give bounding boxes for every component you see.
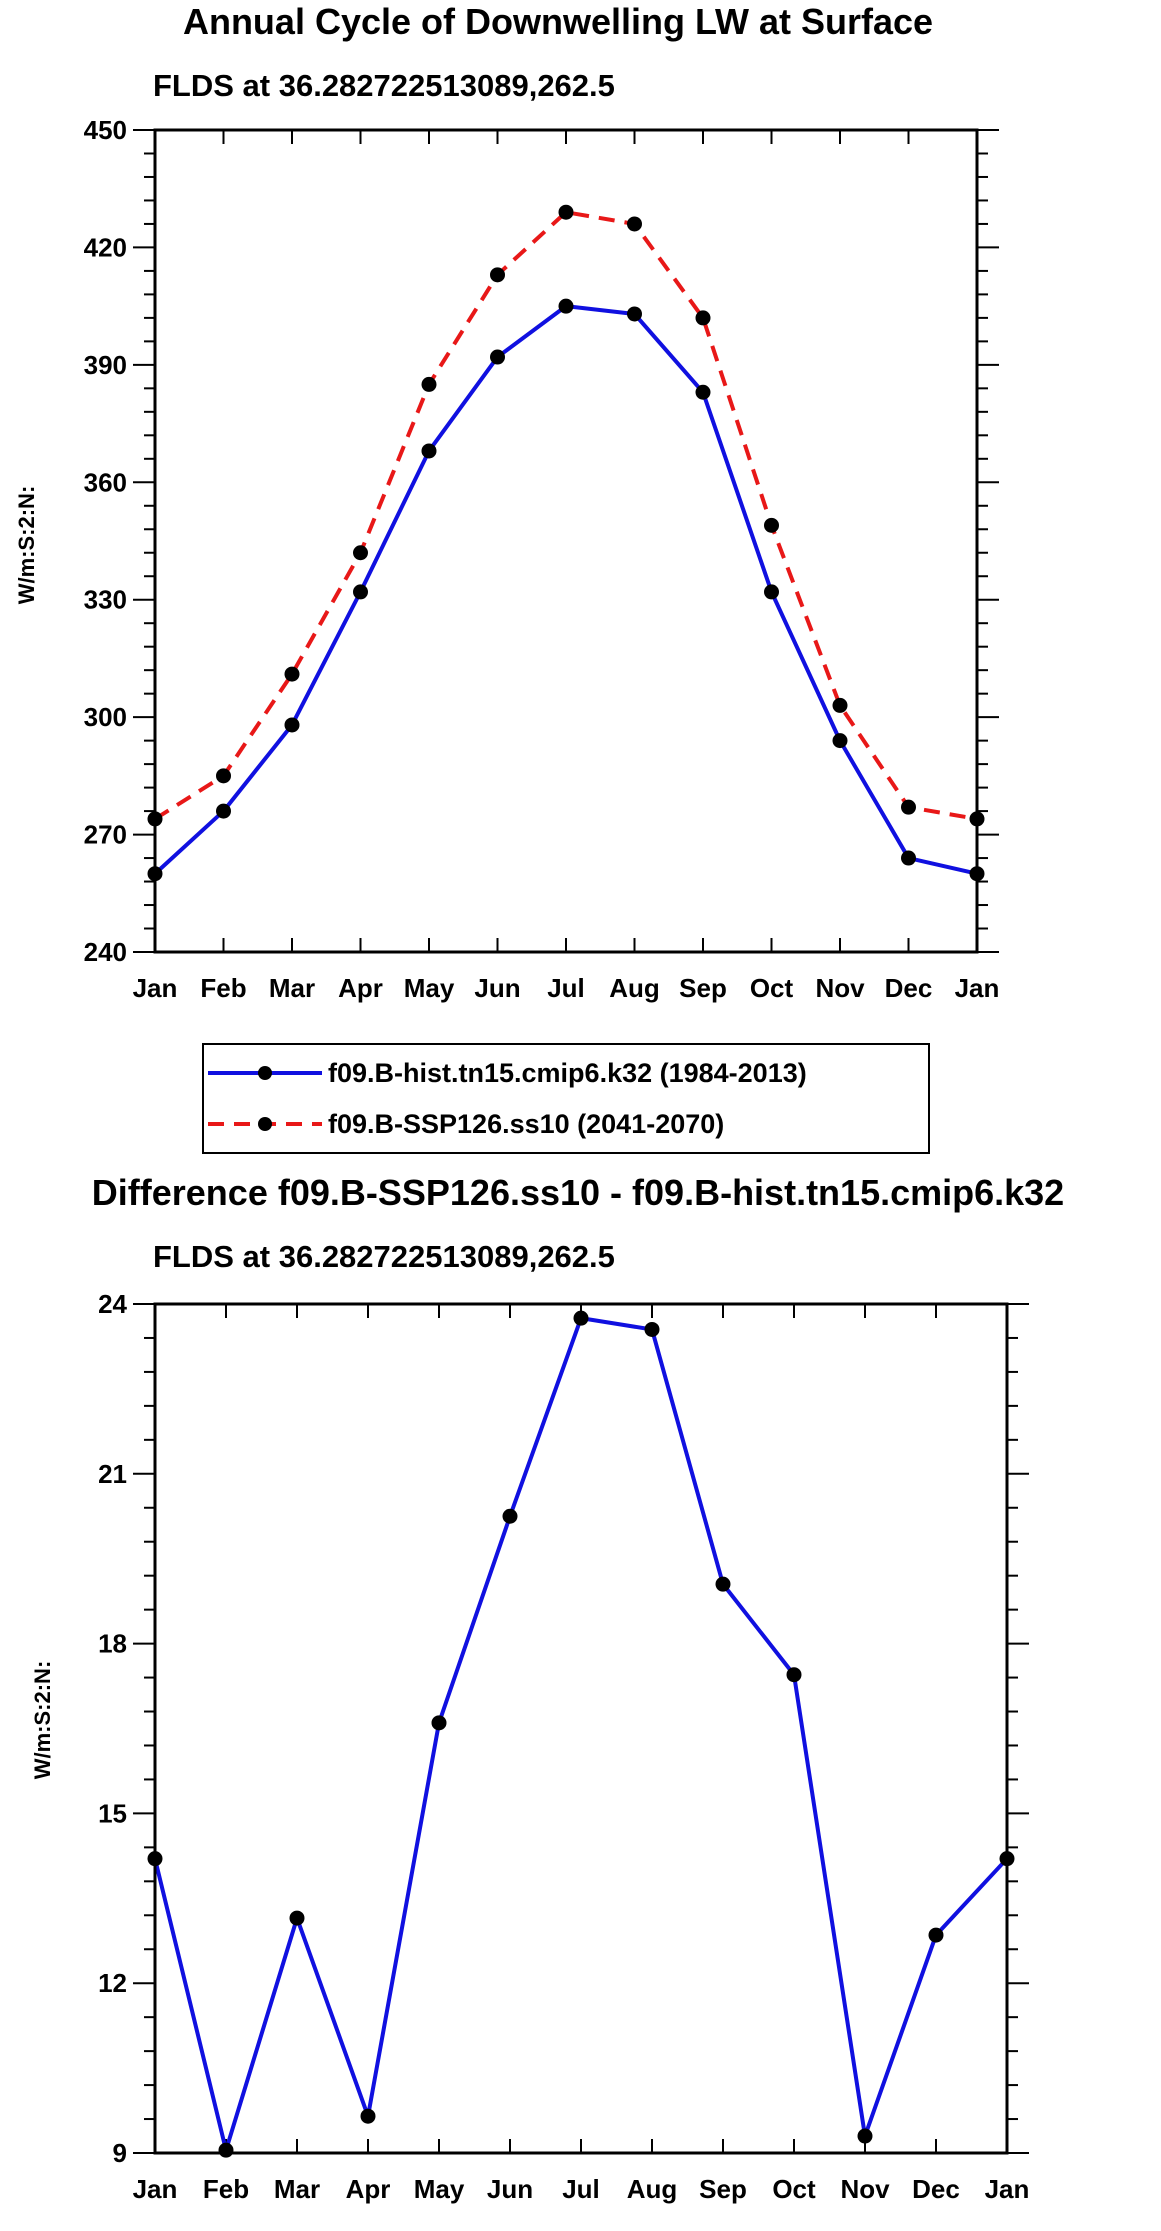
data-point-0-10 [832, 733, 848, 749]
x-tick-label: Sep [699, 2174, 747, 2204]
x-tick-label: Jun [474, 973, 520, 1003]
data-point-0-7 [627, 306, 642, 322]
y-tick-label: 15 [98, 1798, 127, 1828]
y-tick-label: 360 [84, 467, 127, 497]
chart-2-series [147, 1310, 1015, 2158]
chart-1-title: Annual Cycle of Downwelling LW at Surfac… [183, 1, 933, 42]
y-tick-label: 9 [113, 2138, 127, 2168]
legend-label-ssp: f09.B-SSP126.ss10 (2041-2070) [328, 1109, 724, 1139]
x-tick-label: Apr [338, 973, 383, 1003]
data-point-1-2 [284, 666, 300, 682]
data-point-1-7 [627, 216, 642, 232]
data-point-0-10 [857, 2128, 873, 2144]
x-tick-label: Jul [562, 2174, 600, 2204]
data-point-1-3 [353, 545, 368, 561]
series-line-0 [153, 304, 978, 876]
chart-1-subtitle: FLDS at 36.282722513089,262.5 [153, 68, 615, 103]
chart-1-ylabel: W/m:S:2:N: [14, 486, 39, 605]
x-tick-label: Feb [203, 2174, 249, 2204]
data-point-0-8 [695, 384, 711, 400]
x-tick-label: Jun [487, 2174, 533, 2204]
data-point-1-5 [490, 267, 505, 283]
data-point-1-1 [216, 768, 231, 784]
data-point-0-4 [431, 1715, 447, 1731]
data-point-1-9 [764, 517, 779, 533]
y-tick-label: 270 [84, 820, 127, 850]
chart-2-ylabel: W/m:S:2:N: [30, 1661, 55, 1780]
y-tick-label: 300 [84, 702, 127, 732]
y-tick-label: 420 [84, 232, 127, 262]
data-point-0-1 [218, 2142, 234, 2158]
x-tick-label: Aug [627, 2174, 678, 2204]
x-tick-label: Dec [885, 973, 933, 1003]
data-point-0-6 [573, 1310, 589, 1326]
x-tick-label: Jan [955, 973, 1000, 1003]
legend-box [202, 1043, 930, 1154]
data-point-0-11 [901, 850, 916, 866]
data-point-1-4 [421, 376, 437, 392]
y-tick-label: 450 [84, 115, 127, 145]
x-tick-label: Sep [679, 973, 727, 1003]
y-tick-label: 390 [84, 350, 127, 380]
data-point-0-8 [715, 1576, 731, 1592]
x-tick-label: Oct [772, 2174, 816, 2204]
data-point-0-3 [360, 2108, 376, 2124]
y-tick-label: 12 [98, 1968, 127, 1998]
data-point-0-1 [216, 803, 231, 819]
data-point-0-5 [490, 349, 505, 365]
data-point-1-11 [901, 799, 916, 815]
difference-chart: Difference f09.B-SSP126.ss10 - f09.B-his… [30, 1172, 1064, 2204]
x-tick-label: Apr [346, 2174, 391, 2204]
x-tick-label: Jan [133, 2174, 178, 2204]
chart-1-axis-ticks: Jan Feb Mar Apr May Jun Jul Aug Sep Oct Nov Dec Jan2… [84, 115, 1000, 1003]
annual-cycle-chart: Annual Cycle of Downwelling LW at Surfac… [14, 1, 1000, 1154]
x-tick-label: Mar [274, 2174, 320, 2204]
data-point-1-6 [558, 204, 574, 220]
chart-1-plot-frame [153, 128, 979, 954]
legend-marker-hist [258, 1066, 272, 1080]
y-tick-label: 240 [84, 937, 127, 967]
x-tick-label: Nov [815, 973, 865, 1003]
chart-1-legend: f09.B-hist.tn15.cmip6.k32 (1984-2013) f0… [202, 1043, 930, 1154]
legend-marker-ssp [258, 1117, 272, 1131]
data-point-0-4 [421, 443, 437, 459]
x-tick-label: Feb [200, 973, 246, 1003]
y-tick-label: 24 [98, 1289, 127, 1319]
x-tick-label: Nov [840, 2174, 890, 2204]
chart-2-title: Difference f09.B-SSP126.ss10 - f09.B-his… [92, 1172, 1064, 1213]
data-point-0-9 [786, 1667, 802, 1683]
chart-2-subtitle: FLDS at 36.282722513089,262.5 [153, 1239, 615, 1274]
x-tick-label: Jan [985, 2174, 1030, 2204]
legend-label-hist: f09.B-hist.tn15.cmip6.k32 (1984-2013) [328, 1058, 807, 1088]
chart-2-axis-ticks: Jan Feb Mar Apr May Jun Jul Aug Sep Oct Nov Dec Jan9… [98, 1289, 1029, 2204]
x-tick-label: Mar [269, 973, 315, 1003]
data-point-1-8 [695, 310, 711, 326]
x-tick-label: Oct [750, 973, 794, 1003]
data-point-0-2 [284, 717, 300, 733]
y-tick-label: 330 [84, 585, 127, 615]
x-tick-label: Dec [912, 2174, 960, 2204]
y-tick-label: 21 [98, 1459, 127, 1489]
data-point-0-11 [928, 1927, 944, 1943]
x-tick-label: May [414, 2174, 465, 2204]
chart-1-series [147, 204, 985, 882]
x-tick-label: May [404, 973, 455, 1003]
x-tick-label: Jul [547, 973, 585, 1003]
data-point-0-5 [502, 1508, 518, 1524]
y-tick-label: 18 [98, 1629, 127, 1659]
data-point-0-2 [289, 1910, 305, 1926]
x-tick-label: Jan [133, 973, 178, 1003]
series-line-0 [153, 1316, 1009, 2153]
data-point-0-9 [764, 584, 779, 600]
data-point-0-7 [644, 1321, 660, 1337]
data-point-1-10 [832, 697, 848, 713]
x-tick-label: Aug [609, 973, 660, 1003]
data-point-0-3 [353, 584, 368, 600]
chart-2-plot-frame [153, 1302, 1009, 2155]
data-point-0-6 [558, 298, 574, 314]
